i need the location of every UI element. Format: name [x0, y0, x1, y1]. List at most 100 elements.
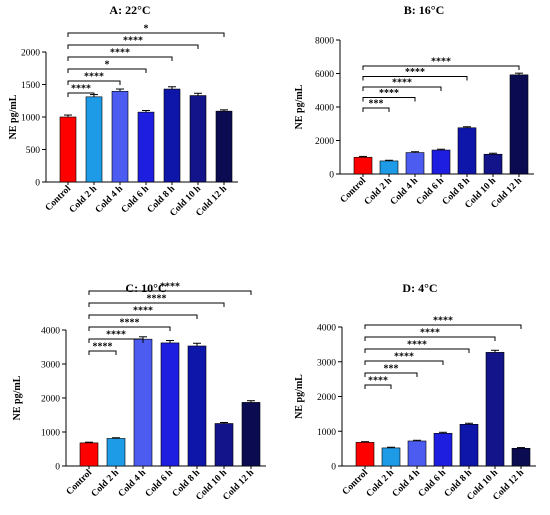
y-tick-label: 2000 [315, 137, 334, 147]
y-tick-label: 1500 [21, 81, 40, 91]
bar-control [355, 442, 375, 467]
significance-label: **** [106, 330, 126, 341]
y-axis-label: NE pg/mL [8, 94, 19, 139]
bar-cold-2-h [381, 447, 401, 467]
bar-control [353, 156, 373, 175]
chart-title: D: 4°C [402, 281, 437, 295]
y-tick-label: 4000 [41, 327, 60, 337]
significance-label: **** [93, 342, 113, 353]
significance-label: **** [420, 328, 440, 339]
y-tick-label: 0 [331, 463, 336, 473]
significance-label: * [144, 24, 149, 35]
bar-cold-12-h [241, 402, 261, 467]
bar-cold-2-h [106, 438, 126, 467]
bar-cold-12-h [215, 110, 233, 183]
significance-label: **** [133, 306, 153, 317]
significance-bracket [362, 97, 416, 102]
significance-bracket [67, 32, 225, 37]
bar-control [79, 442, 99, 467]
chart-title: A: 22°C [109, 3, 150, 17]
significance-label: **** [147, 294, 167, 305]
bar-cold-2-h [85, 96, 103, 183]
significance-label: **** [394, 352, 414, 363]
y-tick-label: 0 [35, 179, 40, 189]
significance-label: **** [110, 48, 130, 59]
bar-cold-6-h [160, 342, 180, 467]
bar-cold-12-h [509, 74, 529, 175]
bar-cold-8-h [459, 423, 479, 467]
y-tick-label: 0 [55, 463, 60, 473]
y-axis-label: NE pg/mL [12, 375, 23, 420]
significance-bracket [362, 107, 390, 112]
bar-cold-8-h [457, 127, 477, 175]
significance-label: **** [368, 376, 388, 387]
bar-cold-8-h [163, 88, 181, 183]
y-tick-label: 4000 [317, 324, 336, 334]
bar-cold-12-h [511, 447, 531, 467]
bar-cold-4-h [405, 152, 425, 175]
significance-label: **** [431, 57, 451, 68]
significance-bracket [364, 324, 522, 329]
x-tick-label: Cold 6 h [144, 468, 176, 500]
significance-label: **** [120, 318, 140, 329]
y-axis-label: NE pg/mL [294, 84, 305, 129]
significance-bracket [67, 68, 147, 73]
significance-bracket [88, 326, 171, 331]
significance-bracket [88, 350, 117, 355]
y-tick-label: 500 [26, 146, 41, 156]
y-tick-label: 6000 [315, 70, 334, 80]
significance-bracket [362, 76, 468, 81]
bar-cold-4-h [111, 91, 129, 183]
significance-label: **** [123, 36, 143, 47]
y-tick-label: 8000 [315, 37, 334, 47]
bar-cold-4-h [133, 338, 153, 467]
bar-cold-10-h [485, 352, 505, 467]
significance-label: **** [71, 84, 91, 95]
significance-label: **** [405, 67, 425, 78]
significance-label: **** [379, 88, 399, 99]
significance-bracket [364, 372, 418, 377]
bar-cold-10-h [189, 95, 207, 183]
significance-label: *** [384, 364, 399, 375]
y-tick-label: 2000 [21, 49, 40, 59]
x-tick-label: Cold 4 h [117, 468, 149, 500]
panel-2: C: 10°CNE pg/mL01000200030004000ControlC… [12, 281, 266, 503]
significance-bracket [364, 384, 392, 389]
significance-bracket [88, 290, 252, 295]
significance-label: *** [369, 99, 384, 110]
significance-label: * [105, 60, 110, 71]
y-tick-label: 1000 [317, 428, 336, 438]
bar-cold-6-h [137, 111, 155, 183]
bar-control [59, 116, 77, 183]
significance-bracket [67, 56, 173, 61]
significance-bracket [362, 86, 442, 91]
panel-0: A: 22°CNE pg/mL0500100015002000ControlCo… [8, 3, 238, 219]
significance-bracket [362, 65, 520, 70]
bar-cold-6-h [433, 433, 453, 467]
bar-cold-8-h [187, 345, 207, 467]
significance-bracket [364, 336, 496, 341]
significance-bracket [88, 338, 144, 343]
panel-1: B: 16°CNE pg/mL02000400060008000ControlC… [294, 3, 534, 211]
y-tick-label: 0 [329, 171, 334, 181]
y-tick-label: 2000 [317, 393, 336, 403]
panel-3: D: 4°CNE pg/mL01000200030004000ControlCo… [294, 281, 536, 503]
y-tick-label: 3000 [317, 358, 336, 368]
significance-label: **** [407, 340, 427, 351]
significance-bracket [364, 348, 470, 353]
y-tick-label: 1000 [41, 429, 60, 439]
significance-bracket [364, 360, 444, 365]
y-tick-label: 4000 [315, 104, 334, 114]
significance-bracket [67, 92, 95, 97]
y-tick-label: 2000 [41, 395, 60, 405]
y-tick-label: 3000 [41, 361, 60, 371]
chart-title: B: 16°C [404, 3, 444, 17]
y-axis-label: NE pg/mL [294, 374, 305, 419]
significance-label: **** [392, 78, 412, 89]
significance-bracket [67, 44, 199, 49]
significance-bracket [67, 80, 121, 85]
significance-bracket [88, 314, 198, 319]
bar-cold-10-h [483, 153, 503, 175]
bar-cold-10-h [214, 423, 234, 467]
